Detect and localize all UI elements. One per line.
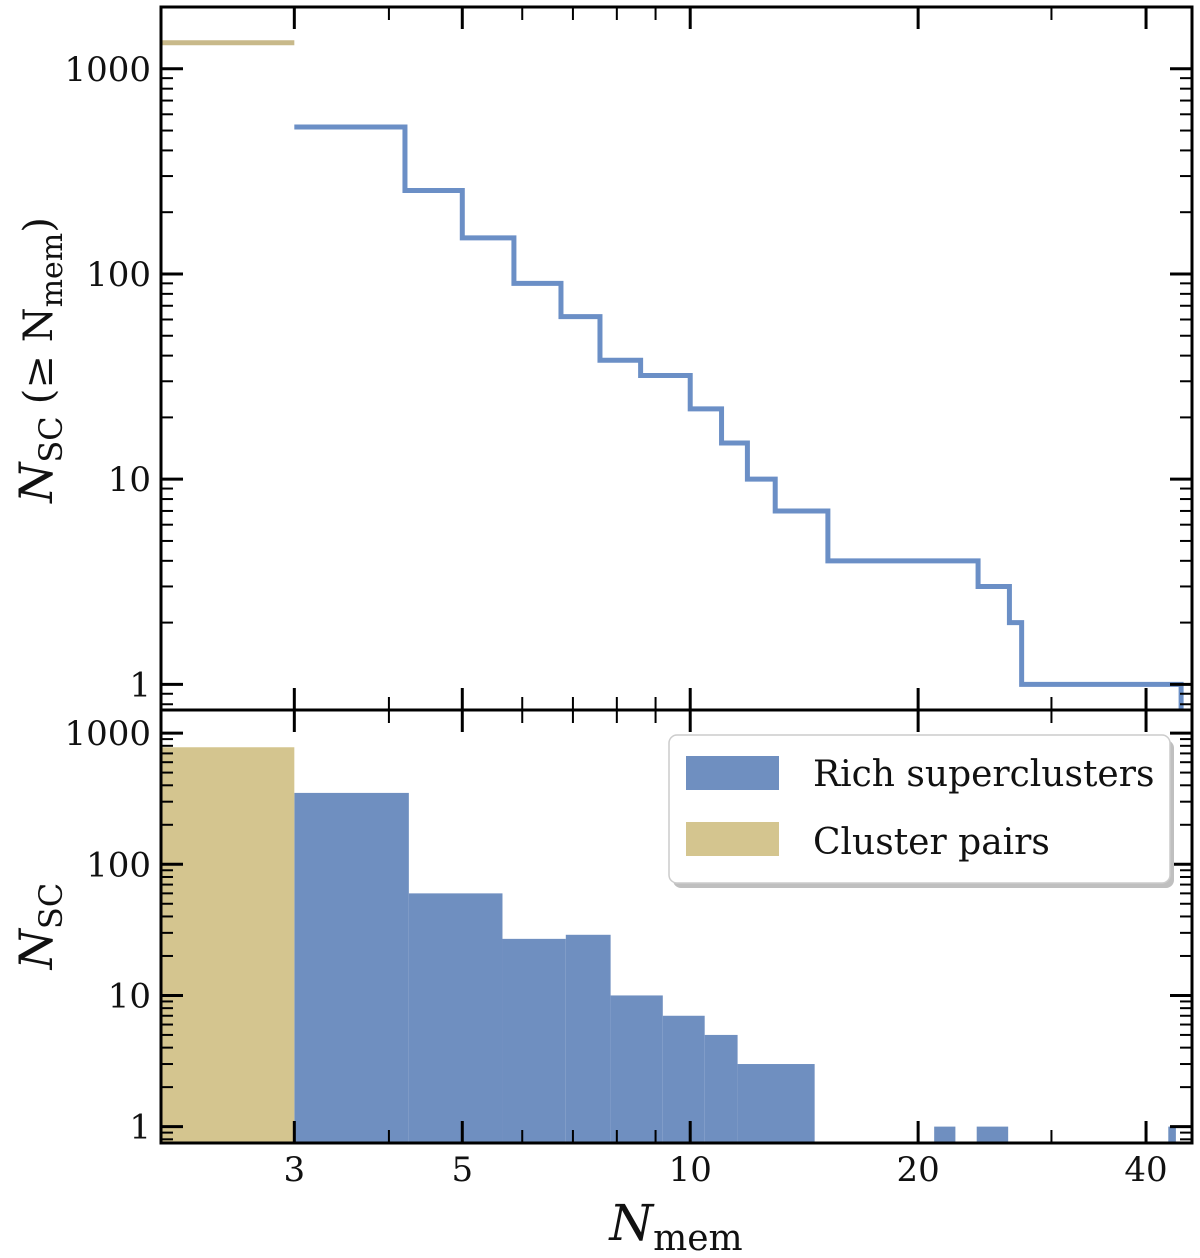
legend: Rich superclusters Cluster pairs bbox=[668, 734, 1174, 888]
bar-rich-superclusters-6 bbox=[704, 1034, 738, 1143]
series-line-rich-superclusters bbox=[294, 124, 1184, 710]
svg-text:NSC: NSC bbox=[9, 883, 70, 971]
top-marks bbox=[161, 40, 1184, 710]
top-ytick-label: 1000 bbox=[64, 50, 151, 90]
bottom-panel: 1 10 100 1000 3 5 10 20 40 Rich superclusters Cl… bbox=[9, 708, 1194, 1258]
bottom-y-label-main: N bbox=[9, 927, 63, 970]
x-label-sub: mem bbox=[653, 1218, 743, 1258]
top-y-label-rest: (≥ N bbox=[16, 307, 62, 404]
bottom-xtick-label: 5 bbox=[451, 1150, 473, 1190]
bar-rich-superclusters-8 bbox=[934, 1126, 956, 1143]
bottom-xtick-label: 10 bbox=[669, 1150, 712, 1190]
top-y-label-sub2: mem bbox=[35, 233, 70, 308]
x-axis-label: Nmem bbox=[608, 1194, 742, 1258]
svg-text:Nmem: Nmem bbox=[608, 1194, 742, 1258]
bar-rich-superclusters-10 bbox=[1168, 1126, 1176, 1143]
top-ytick-label: 100 bbox=[86, 255, 151, 295]
top-ticks: 1 10 100 1000 bbox=[64, 6, 1192, 710]
bar-rich-superclusters-1 bbox=[408, 893, 503, 1143]
legend-box bbox=[668, 734, 1171, 884]
bottom-ticks: 1 10 100 1000 3 5 10 20 40 bbox=[64, 710, 1192, 1190]
legend-label-cluster-pairs: Cluster pairs bbox=[813, 822, 1050, 863]
bar-rich-superclusters-4 bbox=[610, 995, 663, 1143]
top-y-label-main: N bbox=[9, 461, 63, 504]
top-y-label-close: ) bbox=[16, 217, 62, 233]
bar-cluster-pairs-0 bbox=[161, 747, 295, 1143]
legend-swatch-cluster-pairs bbox=[686, 822, 779, 856]
top-y-axis-label: NSC (≥ Nmem) bbox=[9, 217, 70, 504]
bottom-ytick-label: 1 bbox=[129, 1108, 151, 1148]
bar-rich-superclusters-5 bbox=[662, 1015, 705, 1143]
top-y-label-sub: SC bbox=[32, 416, 70, 462]
bottom-y-axis-label: NSC bbox=[9, 883, 70, 971]
bar-rich-superclusters-3 bbox=[565, 934, 611, 1143]
bottom-marks bbox=[161, 747, 1176, 1143]
bar-rich-superclusters-9 bbox=[976, 1126, 1009, 1143]
bar-rich-superclusters-0 bbox=[294, 792, 409, 1143]
top-panel: 1 10 100 1000 NSC (≥ Nmem) bbox=[9, 5, 1194, 712]
bar-rich-superclusters-7 bbox=[737, 1064, 815, 1143]
bottom-ytick-label: 100 bbox=[86, 845, 151, 885]
bottom-xtick-label: 20 bbox=[896, 1150, 939, 1190]
legend-label-rich-superclusters: Rich superclusters bbox=[813, 754, 1154, 795]
x-label-main: N bbox=[608, 1194, 655, 1252]
bottom-xtick-label: 3 bbox=[284, 1150, 306, 1190]
bar-rich-superclusters-2 bbox=[502, 938, 566, 1143]
bottom-y-label-sub: SC bbox=[32, 883, 70, 929]
bottom-plot-frame bbox=[159, 708, 1194, 1145]
top-ytick-label: 10 bbox=[108, 460, 151, 500]
top-plot-frame bbox=[159, 5, 1194, 712]
bottom-ytick-label: 1000 bbox=[64, 714, 151, 754]
bottom-ytick-label: 10 bbox=[108, 976, 151, 1016]
legend-swatch-rich-superclusters bbox=[686, 756, 779, 790]
svg-text:NSC(≥ Nmem): NSC (≥ Nmem) bbox=[9, 217, 70, 504]
top-ytick-label: 1 bbox=[129, 665, 151, 705]
bottom-xtick-label: 40 bbox=[1124, 1150, 1167, 1190]
